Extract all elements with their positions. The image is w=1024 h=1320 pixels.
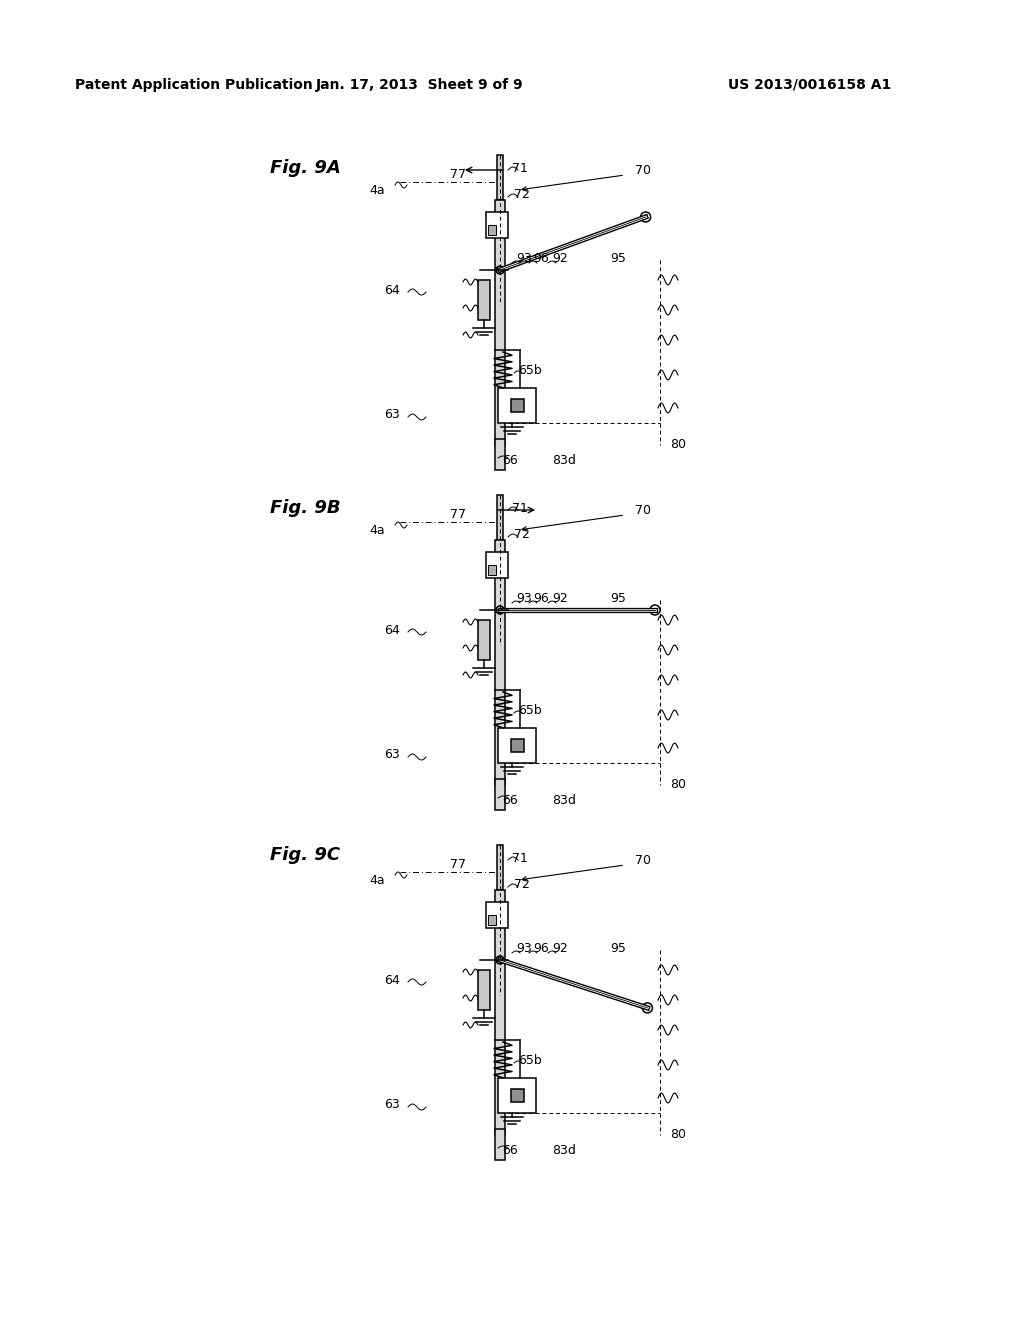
Text: 65b: 65b — [518, 363, 542, 376]
Bar — [486, 902, 508, 928]
Text: 4a: 4a — [370, 183, 385, 197]
Bar — [488, 915, 496, 925]
Text: 95: 95 — [610, 252, 626, 264]
Bar — [511, 399, 523, 412]
Text: 70: 70 — [635, 164, 651, 177]
Text: 96: 96 — [534, 591, 549, 605]
Text: 64: 64 — [384, 284, 400, 297]
Text: 96: 96 — [534, 941, 549, 954]
Text: Patent Application Publication: Patent Application Publication — [75, 78, 312, 92]
Bar — [497, 495, 503, 540]
Text: 83d: 83d — [552, 793, 575, 807]
Text: 72: 72 — [514, 528, 529, 541]
Text: 83d: 83d — [552, 1143, 575, 1156]
Bar — [511, 1089, 523, 1102]
Text: 95: 95 — [610, 941, 626, 954]
Text: 71: 71 — [512, 161, 528, 174]
Bar — [498, 1078, 536, 1113]
Bar — [495, 540, 505, 785]
Bar — [488, 224, 496, 235]
Bar — [497, 845, 503, 890]
Text: 71: 71 — [512, 502, 528, 515]
Text: 93: 93 — [516, 591, 531, 605]
Text: 71: 71 — [512, 851, 528, 865]
Text: 65b: 65b — [518, 704, 542, 717]
Text: 93: 93 — [516, 941, 531, 954]
Text: 95: 95 — [610, 591, 626, 605]
Text: 70: 70 — [635, 503, 651, 516]
Bar — [495, 890, 505, 1135]
Text: 92: 92 — [552, 941, 567, 954]
Text: 66: 66 — [502, 454, 518, 466]
Text: 66: 66 — [502, 793, 518, 807]
Bar — [497, 154, 503, 201]
Bar — [511, 739, 523, 752]
Text: 93: 93 — [516, 252, 531, 264]
Text: 70: 70 — [635, 854, 651, 866]
Text: Fig. 9B: Fig. 9B — [270, 499, 341, 517]
Text: 66: 66 — [502, 1143, 518, 1156]
Text: 80: 80 — [670, 438, 686, 451]
Bar — [498, 388, 536, 422]
Bar — [495, 1129, 505, 1160]
Bar — [495, 440, 505, 470]
Text: 80: 80 — [670, 779, 686, 792]
Text: 83d: 83d — [552, 454, 575, 466]
Text: 92: 92 — [552, 252, 567, 264]
Text: 63: 63 — [384, 1098, 400, 1111]
Bar — [478, 970, 490, 1010]
Text: 92: 92 — [552, 591, 567, 605]
Text: 80: 80 — [670, 1129, 686, 1142]
Text: Fig. 9C: Fig. 9C — [270, 846, 340, 865]
Text: 64: 64 — [384, 974, 400, 986]
Bar — [495, 779, 505, 810]
Text: 77: 77 — [450, 858, 466, 870]
Text: 77: 77 — [450, 507, 466, 520]
Text: 4a: 4a — [370, 874, 385, 887]
Bar — [486, 552, 508, 578]
Bar — [478, 280, 490, 319]
Text: 96: 96 — [534, 252, 549, 264]
Bar — [495, 201, 505, 445]
Text: 72: 72 — [514, 189, 529, 202]
Text: 64: 64 — [384, 623, 400, 636]
Bar — [478, 620, 490, 660]
Text: 63: 63 — [384, 408, 400, 421]
Text: 77: 77 — [450, 168, 466, 181]
Bar — [488, 565, 496, 576]
Bar — [498, 729, 536, 763]
Text: 72: 72 — [514, 879, 529, 891]
Bar — [486, 213, 508, 238]
Text: 4a: 4a — [370, 524, 385, 536]
Text: Jan. 17, 2013  Sheet 9 of 9: Jan. 17, 2013 Sheet 9 of 9 — [316, 78, 524, 92]
Text: Fig. 9A: Fig. 9A — [270, 158, 341, 177]
Text: US 2013/0016158 A1: US 2013/0016158 A1 — [728, 78, 892, 92]
Text: 63: 63 — [384, 748, 400, 762]
Text: 65b: 65b — [518, 1053, 542, 1067]
